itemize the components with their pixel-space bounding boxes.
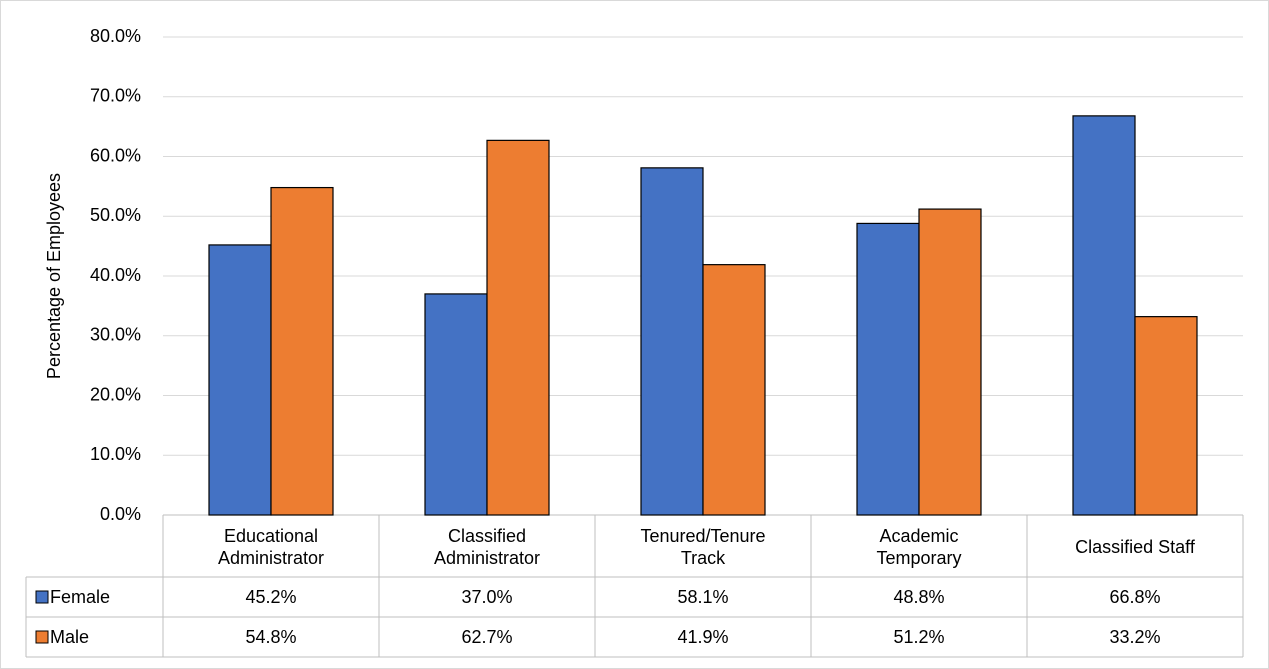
y-tick-label: 40.0% — [90, 265, 141, 285]
table-value: 51.2% — [893, 627, 945, 647]
bar — [424, 293, 488, 516]
table-value: 45.2% — [245, 587, 297, 607]
table-value: 54.8% — [245, 627, 297, 647]
legend-label: Female — [50, 587, 111, 607]
y-tick-label: 60.0% — [90, 145, 141, 165]
table-value: 33.2% — [1109, 627, 1161, 647]
bar — [270, 186, 334, 516]
table-value: 62.7% — [461, 627, 513, 647]
y-tick-label: 80.0% — [90, 26, 141, 46]
y-tick-label: 50.0% — [90, 205, 141, 225]
bar — [1072, 115, 1136, 516]
bar — [918, 208, 982, 516]
category-label: Tenured/Tenure Track — [640, 526, 766, 568]
table-value: 58.1% — [677, 587, 729, 607]
bar — [702, 264, 766, 516]
category-label: Classified Staff — [1075, 537, 1195, 557]
table-value: 41.9% — [677, 627, 729, 647]
table-value: 66.8% — [1109, 587, 1161, 607]
category-label: Academic Temporary — [876, 526, 962, 568]
y-tick-label: 70.0% — [90, 86, 141, 106]
bar — [208, 244, 272, 516]
y-tick-label: 20.0% — [90, 384, 141, 404]
y-tick-label: 30.0% — [90, 325, 141, 345]
table-value: 37.0% — [461, 587, 513, 607]
y-tick-label: 10.0% — [90, 444, 141, 464]
legend-label: Male — [50, 627, 90, 647]
legend-key — [35, 590, 49, 604]
category-label: Educational Administrator — [217, 526, 325, 568]
table-value: 48.8% — [893, 587, 945, 607]
legend-key — [35, 630, 49, 644]
category-label: Classified Administrator — [433, 526, 541, 568]
bar — [640, 167, 704, 516]
y-axis-label: Percentage of Employees — [44, 173, 64, 379]
bar — [486, 139, 550, 516]
y-tick-label: 0.0% — [100, 504, 141, 524]
bar — [1134, 316, 1198, 516]
bar — [856, 222, 920, 516]
